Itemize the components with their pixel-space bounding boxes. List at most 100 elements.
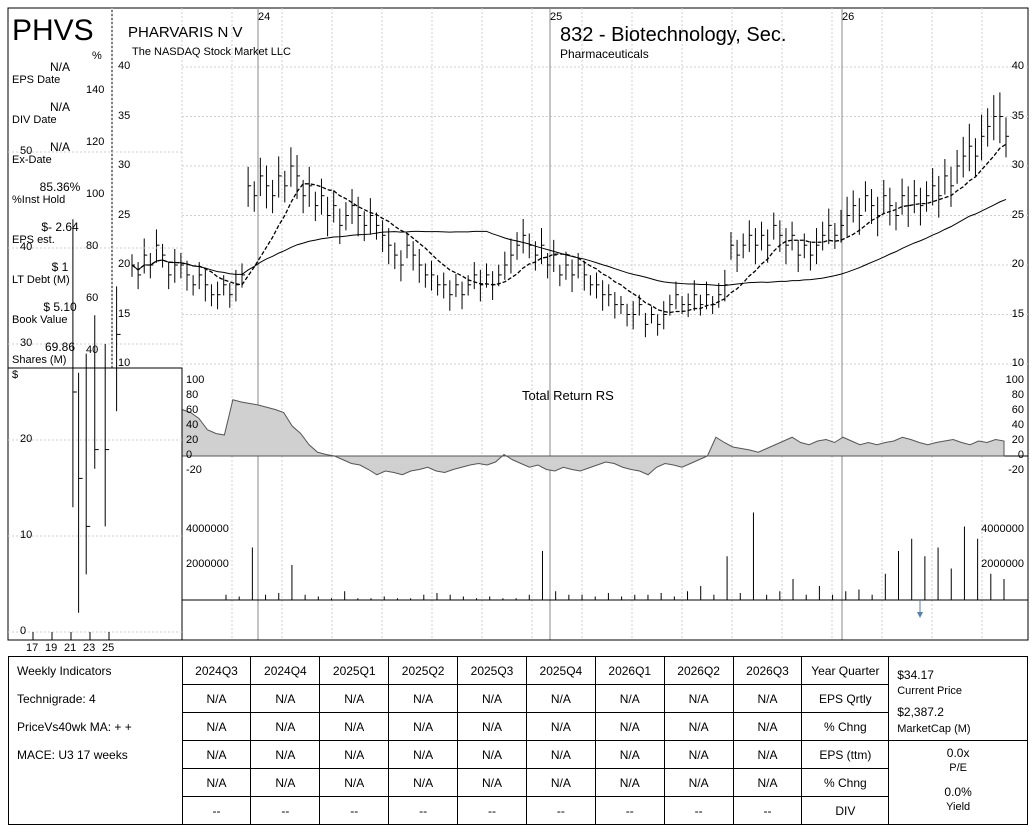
inset-unit: $: [12, 369, 19, 381]
sidebar-label: Book Value: [12, 314, 68, 326]
row-label: MACE: U3 17 weeks: [8, 740, 183, 769]
sidebar-value: 69.86: [44, 340, 76, 354]
quarter-header: 2025Q1: [319, 656, 390, 685]
yield-label: Yield: [946, 801, 971, 814]
cell: N/A: [732, 684, 803, 713]
inset-y-tick: 40: [20, 241, 33, 253]
metric-label: DIV: [801, 796, 890, 825]
quarter-header: 2026Q2: [663, 656, 734, 685]
rs-tick-right: 100: [1005, 374, 1024, 386]
sidebar-item-eps-est: $- 2.64 EPS est.: [8, 220, 112, 246]
sidebar-label: DIV Date: [12, 114, 57, 126]
cell: --: [388, 796, 459, 825]
cell: N/A: [525, 712, 596, 741]
cell: N/A: [594, 712, 665, 741]
sidebar-value: N/A: [49, 140, 70, 154]
table-row: N/A N/A N/A N/A N/A N/A N/A N/A N/A % Ch…: [8, 768, 1028, 797]
cell: N/A: [388, 684, 459, 713]
sidebar-label: EPS est.: [12, 234, 55, 246]
yield-value: 0.0%: [944, 785, 972, 800]
rs-tick-right: -20: [1008, 464, 1024, 476]
ticker-symbol: PHVS: [12, 14, 94, 47]
quarter-header: 2024Q3: [181, 656, 252, 685]
quarter-header: 2025Q4: [525, 656, 596, 685]
inset-y-tick: 30: [20, 337, 33, 349]
price-cell: $34.17 Current Price $2,387.2 MarketCap …: [888, 656, 1028, 741]
table-row: -- -- -- -- -- -- -- -- -- DIV: [8, 796, 1028, 825]
cell: N/A: [319, 740, 390, 769]
pct-tick: 60: [86, 292, 99, 304]
cell: N/A: [525, 740, 596, 769]
cell: N/A: [457, 768, 527, 797]
sidebar-label: %Inst Hold: [12, 194, 66, 206]
cell: N/A: [457, 684, 527, 713]
rs-tick-left: 40: [186, 419, 199, 431]
current-price-label: Current Price: [897, 685, 963, 698]
metric-label: EPS Qrtly: [801, 684, 890, 713]
price-tick-left: 35: [118, 109, 131, 122]
sidebar-item-inst-hold: 85.36% %Inst Hold: [8, 180, 112, 206]
pct-tick: 40: [86, 344, 99, 356]
cell: N/A: [388, 768, 459, 797]
row-label: [8, 768, 183, 797]
indicators-table: Weekly Indicators 2024Q3 2024Q4 2025Q1 2…: [8, 656, 1028, 825]
price-tick-right: 10: [1011, 357, 1024, 369]
cell: N/A: [388, 712, 459, 741]
sidebar-label: Ex-Date: [12, 154, 52, 166]
pct-tick: 100: [86, 188, 105, 200]
rs-tick-left: 60: [186, 404, 199, 416]
inset-x-tick: 17: [26, 642, 39, 654]
sidebar-item-lt-debt: $ 1 LT Debt (M): [8, 260, 112, 286]
cell: N/A: [250, 768, 321, 797]
sidebar-item-shares: 69.86 Shares (M): [8, 340, 112, 366]
cell: N/A: [732, 712, 803, 741]
inset-y-tick: 0: [20, 625, 27, 637]
cell: N/A: [663, 712, 734, 741]
cell: --: [319, 796, 390, 825]
cell: N/A: [525, 684, 596, 713]
inset-x-tick: 23: [83, 642, 96, 654]
pe-label: P/E: [949, 762, 967, 775]
fundamentals-sidebar: N/A EPS Date N/A DIV Date N/A Ex-Date 85…: [8, 50, 112, 368]
volume-tick-left: 4000000: [186, 523, 229, 535]
sidebar-value: $- 2.64: [41, 220, 79, 234]
rs-tick-left: 0: [186, 449, 193, 461]
sidebar-value: N/A: [49, 100, 70, 114]
inset-grid: [8, 151, 182, 640]
sidebar-label: LT Debt (M): [12, 274, 70, 286]
cell: N/A: [594, 768, 665, 797]
inset-x-tick: 21: [64, 642, 77, 654]
sidebar-item-div-date: N/A DIV Date: [8, 100, 112, 126]
x-label-year: 26: [842, 11, 855, 23]
cell: N/A: [250, 684, 321, 713]
inset-x-tick: 25: [102, 642, 115, 654]
price-tick-right: 35: [1011, 109, 1024, 122]
cell: N/A: [594, 684, 665, 713]
cell: N/A: [457, 740, 527, 769]
x-label-year: 25: [550, 11, 563, 23]
inset-y-tick: 10: [20, 529, 33, 541]
sidebar-item-eps-date: N/A EPS Date: [8, 60, 112, 86]
down-arrow-icon: [917, 612, 923, 618]
sidebar-value: 85.36%: [39, 180, 81, 194]
pct-axis-unit: %: [92, 50, 102, 62]
sidebar-item-book-value: $ 5.10 Book Value: [8, 300, 112, 326]
cell: N/A: [250, 740, 321, 769]
row-label: PriceVs40wk MA: + +: [8, 712, 183, 741]
cell: N/A: [457, 712, 527, 741]
volume-bars: [225, 512, 1005, 600]
rs-tick-left: 20: [186, 434, 199, 446]
table-row: PriceVs40wk MA: + + N/A N/A N/A N/A N/A …: [8, 712, 1028, 741]
quarter-header: 2026Q3: [732, 656, 803, 685]
sidebar-label: Shares (M): [12, 354, 67, 366]
price-tick-left: 25: [118, 208, 131, 221]
rs-tick-left: 80: [186, 389, 199, 401]
pct-tick: 120: [86, 136, 105, 148]
cell: N/A: [663, 740, 734, 769]
quarter-header: 2025Q2: [388, 656, 459, 685]
metric-label: % Chng: [801, 768, 890, 797]
price-tick-left: 30: [118, 159, 131, 171]
row-label: [8, 796, 183, 825]
row-label: Technigrade: 4: [8, 684, 183, 713]
table-row: MACE: U3 17 weeks N/A N/A N/A N/A N/A N/…: [8, 740, 1028, 825]
